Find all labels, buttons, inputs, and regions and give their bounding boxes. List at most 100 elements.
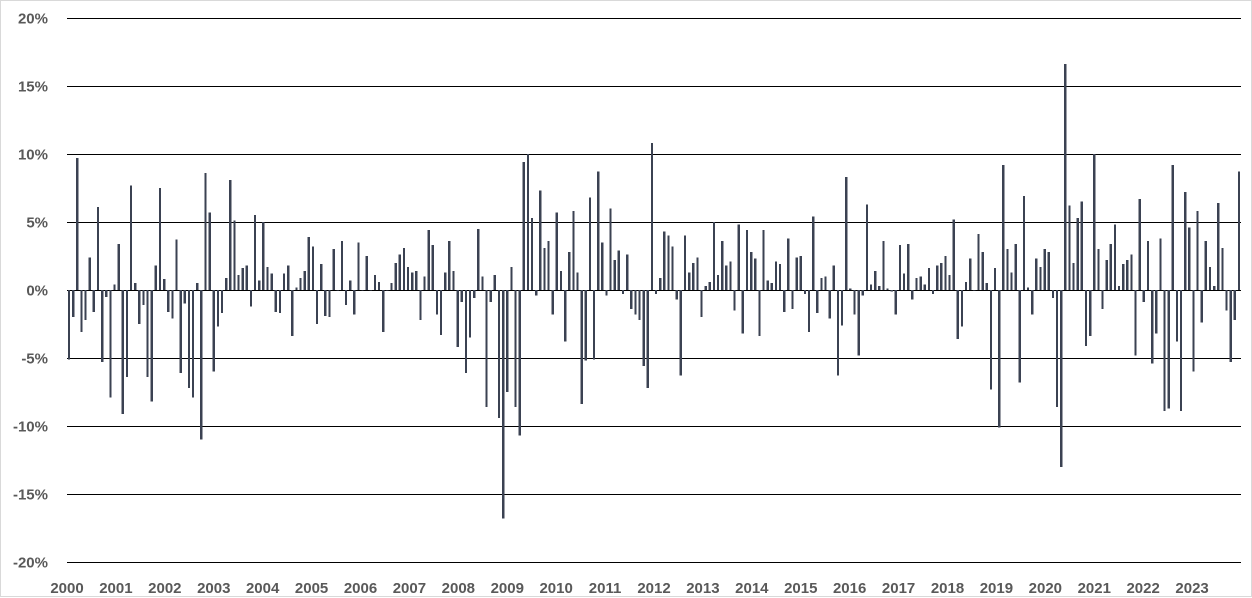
bar (890, 290, 893, 292)
bar (233, 220, 236, 290)
bar (1130, 254, 1133, 290)
bar (266, 266, 269, 290)
x-tick-label: 2004 (246, 580, 280, 597)
y-tick-label: 5% (26, 215, 48, 232)
bar (601, 242, 604, 290)
bar (650, 143, 654, 290)
bar (638, 290, 641, 320)
bar (1084, 290, 1088, 346)
x-tick-label: 2019 (980, 580, 1013, 597)
bar (1163, 290, 1166, 412)
bar (1204, 241, 1207, 290)
bar (869, 284, 873, 290)
bar (588, 197, 592, 290)
bar (150, 290, 153, 402)
bar (237, 275, 240, 290)
bar (456, 290, 459, 348)
bar (510, 266, 513, 290)
bar (1200, 290, 1203, 323)
bar (832, 265, 835, 290)
bar (1122, 264, 1125, 290)
bar (547, 241, 550, 290)
bar (353, 290, 356, 315)
bar (278, 290, 282, 314)
bar (96, 207, 100, 290)
bar (630, 290, 633, 310)
x-tick-label: 2012 (637, 580, 670, 597)
bar (915, 277, 918, 290)
bar (357, 242, 360, 290)
bar (1035, 258, 1038, 290)
bar (894, 290, 897, 315)
bar (597, 171, 600, 290)
bar (981, 251, 984, 290)
bar (840, 290, 844, 326)
bar (824, 276, 827, 290)
bar (576, 272, 579, 290)
bar (291, 290, 294, 337)
x-tick-label: 2016 (833, 580, 866, 597)
bar (1217, 202, 1220, 290)
bar (1184, 192, 1187, 290)
bar (328, 290, 331, 318)
bar (993, 268, 997, 290)
bar (878, 285, 881, 290)
bar (927, 268, 931, 290)
bar (522, 162, 525, 290)
bar (783, 290, 786, 312)
bar (419, 290, 422, 320)
bar (1233, 290, 1236, 320)
bar (423, 276, 426, 290)
bar (580, 290, 583, 405)
bar (1018, 290, 1021, 383)
bar (225, 277, 228, 290)
bar (725, 265, 728, 290)
bar (754, 258, 757, 290)
bar (253, 215, 257, 290)
bar (708, 281, 711, 290)
bar (191, 290, 195, 398)
bar (836, 290, 840, 376)
bar (229, 179, 232, 290)
bar (795, 257, 798, 290)
y-tick-label: 0% (26, 283, 48, 300)
bar (287, 265, 290, 290)
bar (572, 211, 575, 290)
bar (200, 290, 203, 440)
bar (812, 216, 815, 290)
bar (1188, 227, 1191, 290)
bar (125, 290, 129, 378)
bar (712, 222, 716, 290)
y-tick-label: -20% (13, 555, 48, 572)
bar (849, 288, 852, 290)
bar (563, 290, 567, 342)
bar (101, 290, 104, 363)
y-tick-label: -15% (13, 487, 48, 504)
bar (882, 241, 885, 290)
bar (704, 285, 707, 290)
bar (688, 272, 691, 290)
bar (1225, 290, 1228, 311)
bar (625, 254, 629, 290)
x-tick-label: 2009 (491, 580, 524, 597)
bar (741, 290, 745, 334)
bar (274, 290, 277, 312)
bar (336, 290, 339, 291)
bar (518, 290, 521, 436)
bar (1006, 249, 1009, 290)
bar (1113, 224, 1117, 290)
bar (1150, 290, 1154, 364)
bar (307, 236, 310, 290)
bar (121, 290, 124, 414)
bar (386, 290, 389, 291)
bar (468, 290, 472, 338)
bar (398, 254, 401, 290)
bar (299, 277, 302, 290)
bar (402, 247, 406, 290)
bars (67, 64, 1241, 519)
bar (700, 290, 703, 318)
bar (758, 290, 761, 337)
bar (1097, 249, 1100, 290)
bar (415, 270, 418, 290)
bar (220, 290, 224, 314)
